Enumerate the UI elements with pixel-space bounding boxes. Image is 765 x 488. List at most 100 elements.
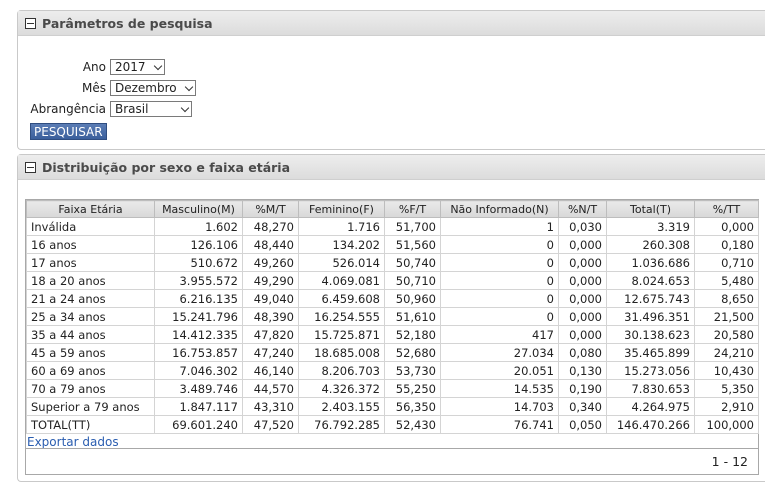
mes-value: Dezembro <box>115 81 177 95</box>
pesquisar-button[interactable]: PESQUISAR <box>30 123 107 140</box>
table-cell: 0,000 <box>558 307 607 326</box>
ano-row: Ano 2017 <box>18 58 165 76</box>
table-row: 17 anos 510.672 49,260 526.014 50,740 0 0,000 1… <box>26 253 759 272</box>
table-cell: 12.675.743 <box>606 289 695 308</box>
ano-label: Ano <box>82 60 106 74</box>
column-header[interactable]: Masculino(M) <box>154 200 243 218</box>
table-cell: 69.601.240 <box>154 415 243 434</box>
table-cell: 0,080 <box>558 343 607 362</box>
column-header[interactable]: %/TT <box>694 200 759 218</box>
table-cell: 31.496.351 <box>606 307 695 326</box>
table-cell: 0,000 <box>558 271 607 290</box>
search-parameters-panel: Parâmetros de pesquisa Ano 2017 Mês Deze… <box>17 10 765 150</box>
table-cell: 3.489.746 <box>154 379 243 398</box>
mes-row: Mês Dezembro <box>18 79 196 97</box>
table-cell: 100,000 <box>694 415 759 434</box>
table-cell: TOTAL(TT) <box>26 415 155 434</box>
table-cell: 0,130 <box>558 361 607 380</box>
table-cell: 134.202 <box>298 235 385 254</box>
table-cell: 1.716 <box>298 217 385 236</box>
table-cell: 60 a 69 anos <box>26 361 155 380</box>
table-cell: 0,000 <box>694 217 759 236</box>
table-cell: 0 <box>440 235 559 254</box>
results-table: Faixa Etária Masculino(M) %M/T Feminino(F)%… <box>26 200 759 434</box>
table-cell: 14.412.335 <box>154 325 243 344</box>
table-cell: 15.273.056 <box>606 361 695 380</box>
table-cell: 0,000 <box>558 235 607 254</box>
column-header[interactable]: Total(T) <box>606 200 695 218</box>
results-grid: Faixa Etária Masculino(M) %M/T Feminino(F)%… <box>25 199 759 475</box>
table-cell: 51,700 <box>384 217 441 236</box>
table-row: Superior a 79 anos 1.847.117 43,310 2.403.1… <box>26 397 759 416</box>
column-header[interactable]: %N/T <box>558 200 607 218</box>
table-cell: 21,500 <box>694 307 759 326</box>
table-cell: 0 <box>440 289 559 308</box>
export-data-link[interactable]: Exportar dados <box>27 435 119 449</box>
table-cell: 6.216.135 <box>154 289 243 308</box>
column-header[interactable]: Faixa Etária <box>26 200 155 218</box>
column-header[interactable]: Não Informado(N) <box>440 200 559 218</box>
table-cell: 45 a 59 anos <box>26 343 155 362</box>
table-cell: 52,430 <box>384 415 441 434</box>
abrangencia-select[interactable]: Brasil <box>110 101 192 117</box>
collapse-results-panel-icon[interactable] <box>25 161 36 173</box>
table-cell: 18 a 20 anos <box>26 271 155 290</box>
table-cell: 0 <box>440 271 559 290</box>
results-panel-title: Distribuição por sexo e faixa etária <box>42 159 291 175</box>
mes-label: Mês <box>82 81 106 95</box>
table-cell: 18.685.008 <box>298 343 385 362</box>
table-cell: 56,350 <box>384 397 441 416</box>
column-header[interactable]: Feminino(F) <box>298 200 385 218</box>
table-cell: 49,040 <box>242 289 299 308</box>
table-cell: 47,820 <box>242 325 299 344</box>
table-cell: 5,350 <box>694 379 759 398</box>
table-cell: 50,710 <box>384 271 441 290</box>
table-row: 21 a 24 anos 6.216.135 49,040 6.459.608 50,9… <box>26 289 759 308</box>
abrangencia-label: Abrangência <box>30 102 106 116</box>
table-row: Inválida 1.602 48,270 1.716 51,700 1 0,030 3.31… <box>26 217 759 236</box>
table-cell: 49,260 <box>242 253 299 272</box>
table-cell: 0,000 <box>558 253 607 272</box>
column-header[interactable]: %M/T <box>242 200 299 218</box>
table-row: 18 a 20 anos 3.955.572 49,290 4.069.081 50,7… <box>26 271 759 290</box>
table-cell: 6.459.608 <box>298 289 385 308</box>
ano-value: 2017 <box>115 60 146 74</box>
table-cell: 76.792.285 <box>298 415 385 434</box>
table-cell: 15.241.796 <box>154 307 243 326</box>
table-cell: 14.535 <box>440 379 559 398</box>
table-cell: 3.319 <box>606 217 695 236</box>
table-cell: 46,140 <box>242 361 299 380</box>
table-cell: 48,440 <box>242 235 299 254</box>
table-cell: 0,000 <box>558 289 607 308</box>
collapse-search-panel-icon[interactable] <box>25 17 36 29</box>
table-cell: 7.046.302 <box>154 361 243 380</box>
table-cell: 14.703 <box>440 397 559 416</box>
table-cell: 30.138.623 <box>606 325 695 344</box>
table-cell: 16.753.857 <box>154 343 243 362</box>
table-header-row: Faixa Etária Masculino(M) %M/T Feminino(F)%… <box>26 200 759 218</box>
table-cell: 52,680 <box>384 343 441 362</box>
chevron-down-icon <box>153 61 163 70</box>
table-cell: 5,480 <box>694 271 759 290</box>
table-cell: 8,650 <box>694 289 759 308</box>
mes-select[interactable]: Dezembro <box>110 80 196 96</box>
table-cell: 10,430 <box>694 361 759 380</box>
table-cell: 50,960 <box>384 289 441 308</box>
table-row: 60 a 69 anos 7.046.302 46,140 8.206.703 53,7… <box>26 361 759 380</box>
table-cell: 50,740 <box>384 253 441 272</box>
table-cell: 0 <box>440 253 559 272</box>
table-cell: 7.830.653 <box>606 379 695 398</box>
table-row: 16 anos 126.106 48,440 134.202 51,560 0 0,000 2… <box>26 235 759 254</box>
table-cell: 4.264.975 <box>606 397 695 416</box>
table-cell: 25 a 34 anos <box>26 307 155 326</box>
table-row: 25 a 34 anos 15.241.796 48,390 16.254.555 51… <box>26 307 759 326</box>
ano-select[interactable]: 2017 <box>110 59 165 75</box>
table-cell: 4.069.081 <box>298 271 385 290</box>
chevron-down-icon <box>184 82 194 91</box>
table-cell: 76.741 <box>440 415 559 434</box>
table-cell: 47,520 <box>242 415 299 434</box>
table-cell: 16.254.555 <box>298 307 385 326</box>
table-cell: 43,310 <box>242 397 299 416</box>
table-cell: 3.955.572 <box>154 271 243 290</box>
column-header[interactable]: %F/T <box>384 200 441 218</box>
